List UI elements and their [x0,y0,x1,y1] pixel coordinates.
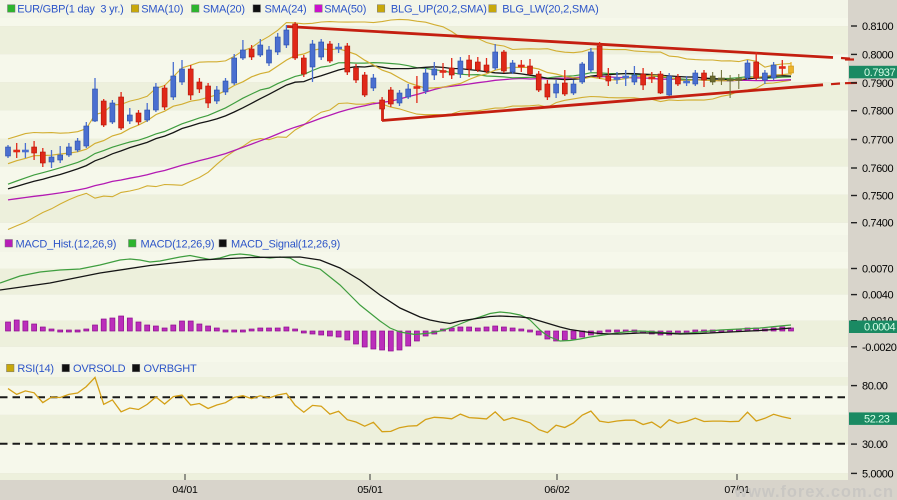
svg-text:0.7400: 0.7400 [862,218,894,230]
svg-text:-0.0020: -0.0020 [862,342,897,354]
svg-text:0.7937: 0.7937 [864,67,896,79]
svg-text:MACD(12,26,9): MACD(12,26,9) [141,238,215,250]
svg-text:0.8100: 0.8100 [862,21,894,33]
svg-text:07/01: 07/01 [724,484,750,496]
svg-text:5.0000: 5.0000 [862,468,894,480]
svg-text:0.8000: 0.8000 [862,49,894,61]
svg-text:EUR/GBP(1 day 3 yr.): EUR/GBP(1 day 3 yr.) [17,4,123,16]
svg-text:RSI(14): RSI(14) [17,363,54,375]
svg-text:30.00: 30.00 [862,439,888,451]
svg-text:SMA(24): SMA(24) [265,4,307,16]
svg-text:0.7600: 0.7600 [862,163,894,175]
svg-text:OVRBGHT: OVRBGHT [144,363,197,375]
svg-text:BLG_LW(20,2,SMA): BLG_LW(20,2,SMA) [502,4,598,16]
svg-text:04/01: 04/01 [172,484,198,496]
svg-text:MACD_Hist.(12,26,9): MACD_Hist.(12,26,9) [16,238,117,250]
svg-text:0.0004: 0.0004 [864,322,896,334]
svg-text:SMA(50): SMA(50) [324,4,366,16]
svg-text:0.0040: 0.0040 [862,290,894,302]
svg-text:0.7900: 0.7900 [862,78,894,90]
svg-text:0.7800: 0.7800 [862,106,894,118]
svg-text:MACD_Signal(12,26,9): MACD_Signal(12,26,9) [231,238,340,250]
svg-text:SMA(10): SMA(10) [141,4,183,16]
svg-text:05/01: 05/01 [357,484,383,496]
svg-text:06/02: 06/02 [544,484,570,496]
svg-text:www.forex.com.cn: www.forex.com.cn [733,483,894,500]
svg-text:0.0070: 0.0070 [862,264,894,276]
svg-text:80.00: 80.00 [862,381,888,393]
svg-text:BLG_UP(20,2,SMA): BLG_UP(20,2,SMA) [391,4,487,16]
svg-text:0.7700: 0.7700 [862,135,894,147]
svg-text:OVRSOLD: OVRSOLD [73,363,126,375]
svg-text:SMA(20): SMA(20) [203,4,245,16]
svg-text:0.7500: 0.7500 [862,191,894,203]
svg-text:52.23: 52.23 [864,414,890,426]
